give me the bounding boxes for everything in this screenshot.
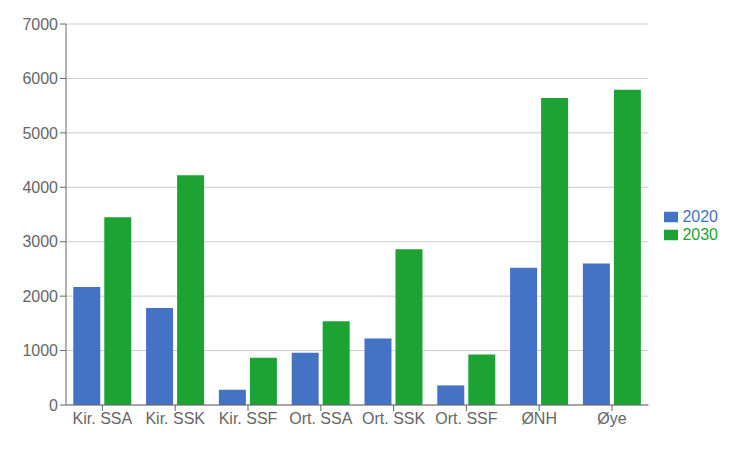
svg-text:Øye: Øye bbox=[597, 410, 626, 427]
svg-text:1000: 1000 bbox=[22, 342, 58, 359]
svg-text:7000: 7000 bbox=[22, 16, 58, 33]
svg-text:6000: 6000 bbox=[22, 70, 58, 87]
svg-text:ØNH: ØNH bbox=[521, 410, 557, 427]
svg-text:Kir. SSF: Kir. SSF bbox=[219, 410, 278, 427]
svg-text:Ort. SSK: Ort. SSK bbox=[362, 410, 425, 427]
svg-text:Ort. SSF: Ort. SSF bbox=[435, 410, 497, 427]
svg-text:5000: 5000 bbox=[22, 125, 58, 142]
svg-text:0: 0 bbox=[49, 397, 58, 414]
svg-text:Kir. SSA: Kir. SSA bbox=[73, 410, 133, 427]
svg-text:3000: 3000 bbox=[22, 233, 58, 250]
html-text:2030: 2030 bbox=[682, 225, 718, 243]
svg-text:Ort. SSA: Ort. SSA bbox=[289, 410, 352, 427]
svg-text:2000: 2000 bbox=[22, 288, 58, 305]
svg-text:4000: 4000 bbox=[22, 179, 58, 196]
svg-text:Kir. SSK: Kir. SSK bbox=[145, 410, 205, 427]
html-text:2020: 2020 bbox=[682, 207, 718, 225]
